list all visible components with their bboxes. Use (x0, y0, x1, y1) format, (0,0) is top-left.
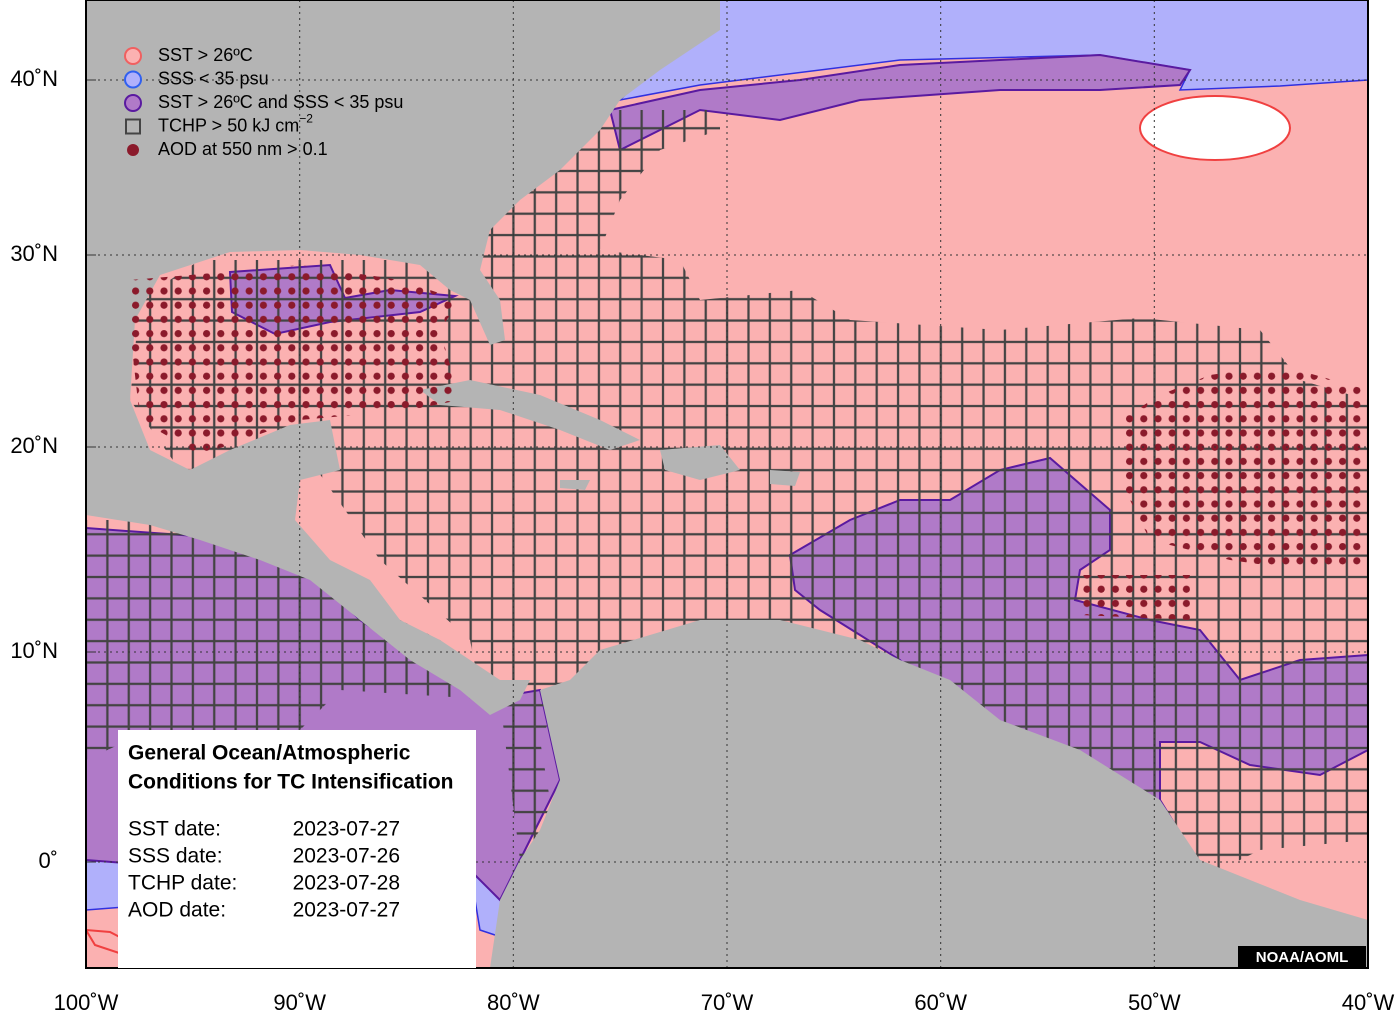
legend-symbol (124, 47, 142, 65)
aod-region (130, 265, 1368, 620)
legend-label-text: TCHP > 50 kJ cm (158, 115, 299, 135)
legend-entry: SST > 26ºC and SSS < 35 psu (124, 92, 403, 112)
legend-label-text: SSS < 35 psu (158, 68, 269, 88)
land-islands (420, 380, 800, 490)
info-date-value: 2023-07-26 (293, 845, 400, 868)
lon-tick-label: 50˚W (1128, 990, 1181, 1015)
info-date-label: SSS date: (128, 845, 223, 868)
lon-tick-label: 40˚W (1342, 990, 1395, 1015)
legend-label: TCHP > 50 kJ cm−2 (158, 112, 313, 136)
lon-tick-label: 90˚W (273, 990, 326, 1015)
legend-label-text: AOD at 550 nm > 0.1 (158, 139, 328, 159)
legend-label-text: SST > 26ºC and SSS < 35 psu (158, 92, 403, 112)
legend-symbol (125, 118, 141, 135)
lon-tick-label: 60˚W (914, 990, 967, 1015)
lon-tick-label: 100˚W (54, 990, 119, 1015)
legend-label-text: SST > 26ºC (158, 45, 253, 65)
lat-tick-label: 0˚ (38, 848, 58, 873)
legend-label-sup: −2 (299, 112, 313, 126)
legend-label: SST > 26ºC (158, 45, 253, 65)
credit-box (1238, 946, 1366, 968)
plot-frame (85, 0, 1369, 969)
legend-label: AOD at 550 nm > 0.1 (158, 139, 328, 159)
info-date-label: SST date: (128, 818, 221, 841)
cool-patch (1139, 95, 1291, 161)
info-date-value: 2023-07-27 (293, 899, 400, 922)
legend-entry: TCHP > 50 kJ cm−2 (125, 112, 313, 136)
lat-tick-label: 10˚N (10, 638, 58, 663)
legend-symbol (124, 94, 142, 112)
graticule (85, 0, 1369, 968)
legend-label: SST > 26ºC and SSS < 35 psu (158, 92, 403, 112)
legend-symbol (127, 144, 139, 156)
lat-tick-label: 30˚N (10, 241, 58, 266)
lat-tick-label: 20˚N (10, 433, 58, 458)
legend-entry: SST > 26ºC (124, 45, 253, 65)
land-north-america (86, 0, 720, 715)
info-date-value: 2023-07-27 (293, 818, 400, 841)
labels: 40˚N 30˚N 20˚N 10˚N 0˚ 100˚W 90˚W 80˚W 70˚W 60˚W 5… (10, 45, 1394, 1015)
lon-tick-label: 70˚W (701, 990, 754, 1015)
info-date-label: TCHP date: (128, 872, 237, 895)
lon-tick-label: 80˚W (487, 990, 540, 1015)
info-title: Conditions for TC Intensification (128, 771, 453, 794)
legend-entry: SSS < 35 psu (124, 68, 269, 89)
legend-symbol (124, 70, 142, 89)
info-date-value: 2023-07-28 (293, 872, 400, 895)
info-box (118, 730, 476, 968)
legend-entry: AOD at 550 nm > 0.1 (127, 139, 328, 159)
info-date-label: AOD date: (128, 899, 226, 922)
land-south-america (490, 620, 1368, 968)
info-title: General Ocean/Atmospheric (128, 742, 411, 765)
credit: NOAA/AOML (1256, 949, 1349, 966)
lat-tick-label: 40˚N (10, 66, 58, 91)
sst-sss-region (608, 53, 1192, 152)
legend-label: SSS < 35 psu (158, 68, 269, 88)
